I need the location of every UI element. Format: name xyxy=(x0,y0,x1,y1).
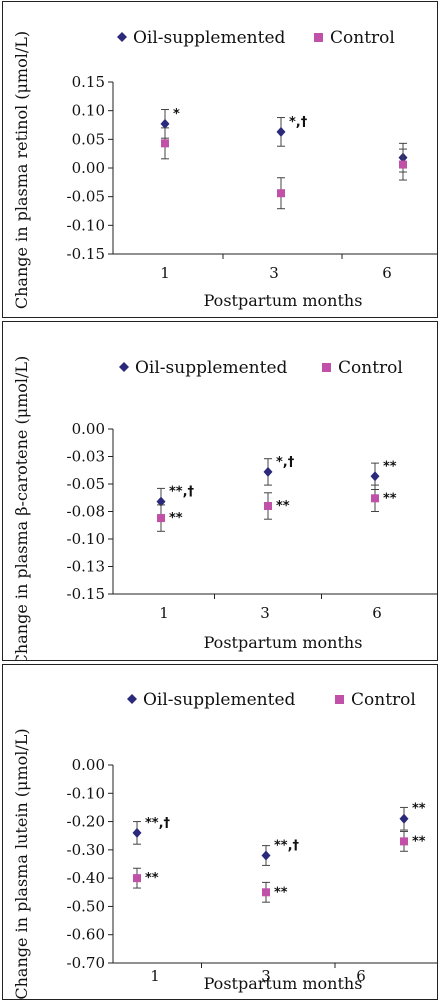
x-axis-label: Postpartum months xyxy=(204,974,363,993)
y-tick-label: -0.70 xyxy=(67,954,105,972)
x-axis-label: Postpartum months xyxy=(204,291,363,310)
beta-carotene-chart-panel: Oil-supplemented Control 0.00 -0.03 -0.05 -0.… xyxy=(2,321,438,661)
y-tick-label: 0.15 xyxy=(72,73,105,91)
y-tick-label: -0.30 xyxy=(67,841,105,859)
lutein-chart: Oil-supplemented Control 0.00 -0.10 -0.20 -0.… xyxy=(12,690,437,999)
control-point xyxy=(264,502,272,510)
legend-oil-marker xyxy=(127,694,137,704)
significance-label: ** xyxy=(276,499,290,514)
oil-point xyxy=(399,813,409,824)
y-tick-label: 0.05 xyxy=(72,130,105,148)
y-tick-label: -0.08 xyxy=(67,503,105,521)
oil-point xyxy=(261,850,271,861)
significance-label: **,† xyxy=(169,485,195,500)
legend-control-label: Control xyxy=(338,358,403,378)
significance-label: ** xyxy=(383,491,397,506)
y-axis-label: Change in plasma β-carotene (μmol/L) xyxy=(12,356,31,660)
y-tick-label: -0.50 xyxy=(67,897,105,915)
significance-label: ** xyxy=(383,459,397,474)
y-tick-label: -0.60 xyxy=(67,926,105,944)
y-tick-label: 0.00 xyxy=(72,159,105,177)
legend-oil-label: Oil-supplemented xyxy=(135,358,288,378)
y-tick-label: -0.13 xyxy=(67,558,105,576)
significance-label: * xyxy=(173,107,180,122)
significance-label: ** xyxy=(169,511,183,526)
legend-control-marker xyxy=(314,33,323,42)
y-tick-label: 0.00 xyxy=(72,756,105,774)
control-point xyxy=(371,494,379,503)
x-tick-label: 1 xyxy=(150,967,160,985)
significance-label: **,† xyxy=(274,839,300,854)
oil-point xyxy=(132,827,142,838)
y-tick-label: -0.05 xyxy=(67,475,105,493)
x-tick-label: 6 xyxy=(356,967,366,985)
oil-point xyxy=(263,466,273,477)
significance-label: ** xyxy=(274,885,288,900)
legend-oil-marker xyxy=(119,362,129,372)
y-tick-label: 0.00 xyxy=(72,420,105,438)
control-point xyxy=(262,888,270,897)
legend-control-label: Control xyxy=(351,690,416,710)
y-tick-label: -0.03 xyxy=(67,448,105,466)
significance-label: *,† xyxy=(289,115,308,130)
x-tick-label: 3 xyxy=(261,967,271,985)
control-point xyxy=(399,160,407,169)
legend-oil-label: Oil-supplemented xyxy=(143,690,296,710)
y-tick-label: -0.15 xyxy=(67,585,105,603)
legend-oil-label: Oil-supplemented xyxy=(133,28,286,48)
oil-point xyxy=(276,126,286,137)
x-tick-label: 1 xyxy=(159,604,169,622)
significance-label: *,† xyxy=(276,455,295,470)
legend-control-label: Control xyxy=(330,28,395,48)
y-tick-label: -0.10 xyxy=(67,216,105,234)
significance-label: ** xyxy=(412,834,426,849)
x-tick-label: 3 xyxy=(269,264,279,282)
y-tick-label: -0.10 xyxy=(67,784,105,802)
legend-control-marker xyxy=(335,695,344,704)
y-axis-label: Change in plasma lutein (μmol/L) xyxy=(12,728,31,999)
y-tick-label: -0.20 xyxy=(67,813,105,831)
y-tick-label: -0.05 xyxy=(67,188,105,206)
x-tick-label: 6 xyxy=(372,604,382,622)
control-point xyxy=(277,189,285,198)
y-tick-label: -0.10 xyxy=(67,530,105,548)
legend-oil-marker xyxy=(117,32,127,42)
significance-label: ** xyxy=(412,802,426,817)
significance-label: **,† xyxy=(145,816,171,831)
significance-label: ** xyxy=(145,871,159,886)
y-tick-label: -0.40 xyxy=(67,869,105,887)
oil-point xyxy=(370,471,380,482)
legend-control-marker xyxy=(322,363,331,372)
control-point xyxy=(400,837,408,846)
control-point xyxy=(157,514,165,523)
beta-carotene-chart: Oil-supplemented Control 0.00 -0.03 -0.05 -0.… xyxy=(12,356,437,660)
oil-point xyxy=(160,118,170,129)
retinol-chart-panel: Oil-supplemented Control 0.15 0.10 0.05 0.00 -… xyxy=(2,1,438,318)
oil-point xyxy=(156,496,166,507)
x-tick-label: 1 xyxy=(160,264,170,282)
control-point xyxy=(161,139,169,148)
x-tick-label: 3 xyxy=(260,604,270,622)
retinol-chart: Oil-supplemented Control 0.15 0.10 0.05 0.00 -… xyxy=(12,28,437,310)
control-point xyxy=(133,874,141,883)
y-axis-label: Change in plasma retinol (μmol/L) xyxy=(12,31,31,309)
x-axis-label: Postpartum months xyxy=(204,633,363,652)
y-tick-label: -0.15 xyxy=(67,245,105,263)
y-tick-label: 0.10 xyxy=(72,102,105,120)
x-tick-label: 6 xyxy=(382,264,392,282)
lutein-chart-panel: Oil-supplemented Control 0.00 -0.10 -0.20 -0.… xyxy=(2,664,438,1000)
